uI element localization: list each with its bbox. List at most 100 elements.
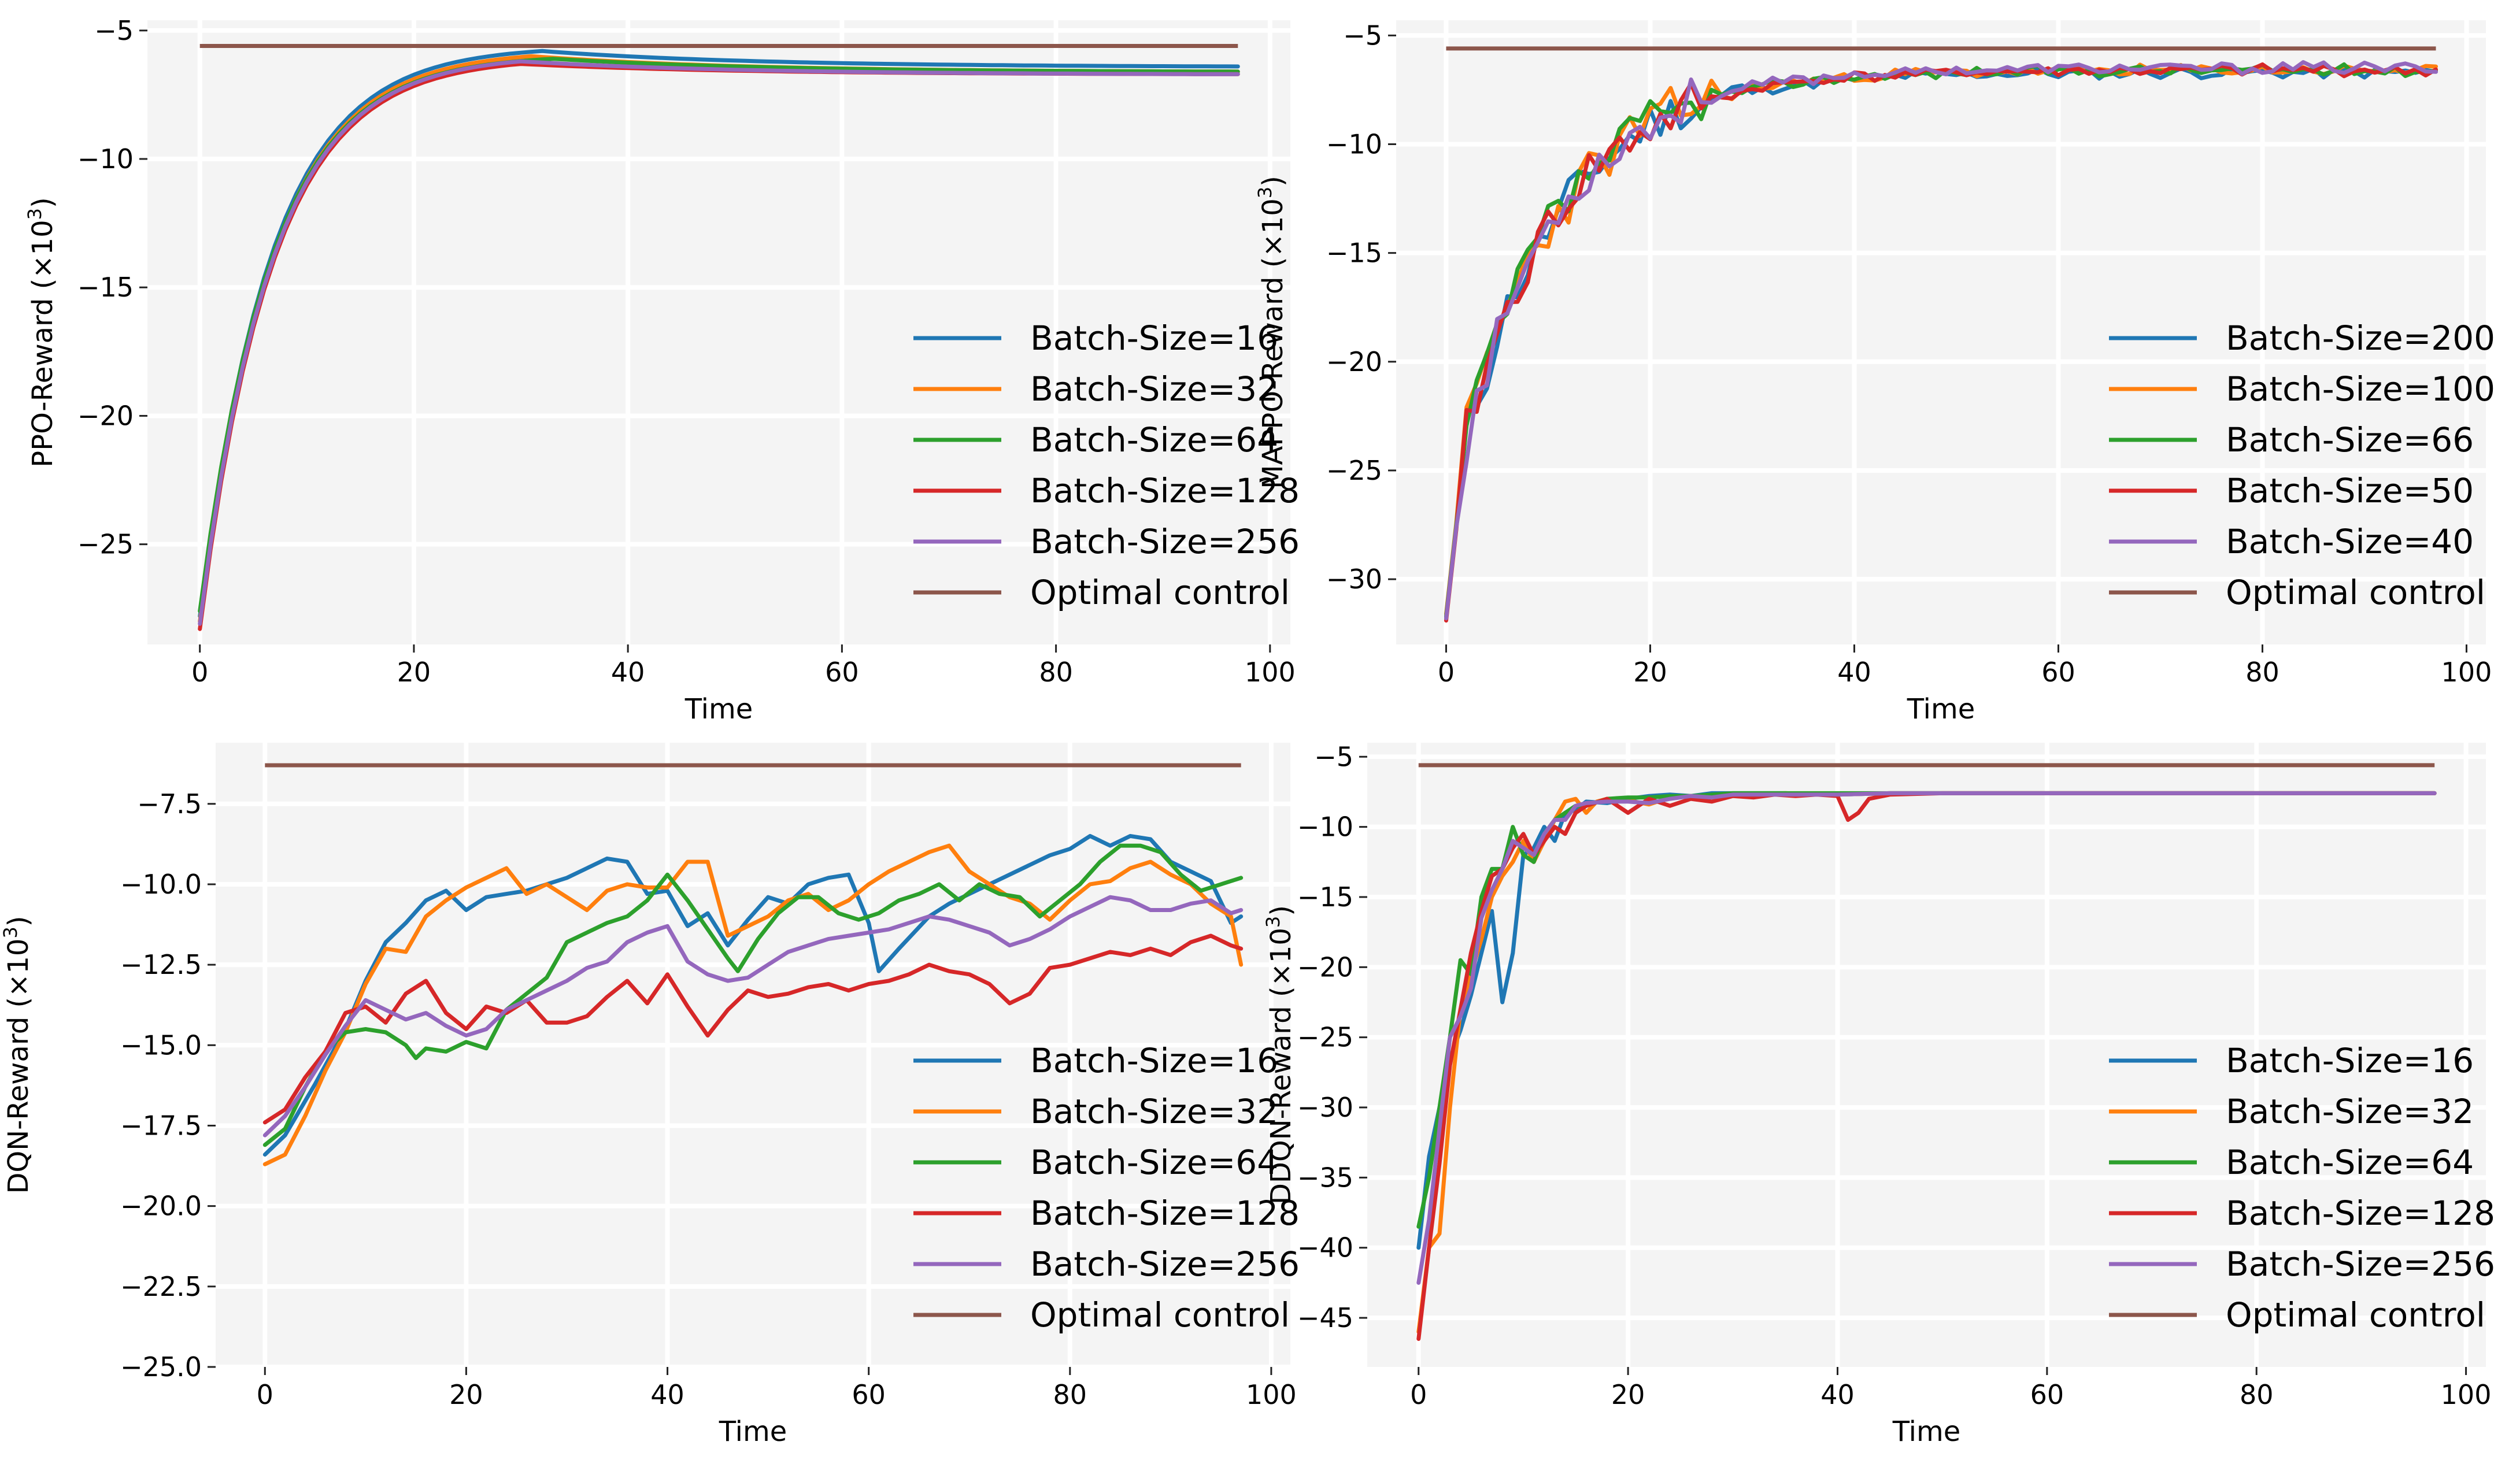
y-tick-label: −25 [1297,1022,1353,1053]
x-tick-label: 0 [1410,1379,1427,1410]
legend-label: Batch-Size=128 [2226,1194,2495,1233]
y-tick-label: −15.0 [120,1029,202,1061]
x-tick-label: 60 [2030,1379,2064,1410]
y-tick-label: −10.0 [120,869,202,900]
plot-area [1396,20,2486,644]
y-tick-label: −20 [1297,951,1353,983]
y-tick-label: −45 [1297,1302,1353,1333]
x-tick-label: 80 [1039,657,1073,688]
x-axis-label: Time [1892,1415,1960,1448]
series-line-batch-size-16 [262,833,1244,1157]
plot-area [1367,743,2486,1367]
y-tick-label: −7.5 [137,788,202,820]
y-tick-label: −25 [77,529,134,560]
legend-label: Optimal control [1030,1295,1290,1335]
y-tick-label: −5 [1314,741,1353,772]
y-axis-label: DQN-Reward (×103) [0,916,35,1194]
legend-label: Batch-Size=64 [1030,420,1278,460]
legend-label: Batch-Size=16 [1030,318,1278,358]
x-tick-label: 40 [611,657,645,688]
x-tick-label: 0 [1438,657,1455,688]
x-tick-label: 20 [449,1379,483,1410]
legend-label: Batch-Size=100 [2226,369,2495,409]
x-tick-label: 100 [2441,657,2492,688]
y-tick-label: −30 [1297,1092,1353,1123]
x-tick-label: 0 [257,1379,273,1410]
legend: Batch-Size=16 Batch-Size=32 Batch-Size=64 B… [2109,1041,2495,1335]
y-tick-label: −5 [1343,20,1382,51]
legend-label: Batch-Size=256 [1030,522,1300,561]
legend-label: Batch-Size=64 [2226,1143,2474,1182]
legend-label: Batch-Size=16 [2226,1041,2474,1080]
y-tick-label: −40 [1297,1232,1353,1263]
y-tick-label: −20.0 [120,1191,202,1222]
legend-label: Batch-Size=66 [2226,420,2474,460]
y-axis-label: PPO-Reward (×103) [24,197,59,467]
x-tick-label: 100 [2441,1379,2492,1410]
plot-area [147,20,1290,644]
chart-panel-3: 0 20 40 60 80 100 −25.0 −22.5 −20.0 −17.5 −15.0 −12… [0,743,1300,1448]
y-tick-label: −15 [1297,881,1353,913]
legend-label: Batch-Size=32 [2226,1092,2474,1131]
legend-label: Optimal control [1030,573,1290,612]
series-line-batch-size-256 [1416,791,2437,1285]
y-tick-label: −5 [94,15,134,46]
y-tick-label: −25 [1326,455,1382,486]
x-tick-label: 80 [2245,657,2280,688]
series-line-batch-size-16 [198,49,1240,618]
x-tick-label: 40 [1837,657,1871,688]
y-tick-label: −22.5 [120,1271,202,1302]
chart-panel-1: 0 20 40 60 80 100 −25 −20 −15 −10 −5 Time PPO-Reward… [24,15,1300,725]
x-tick-label: 60 [2041,657,2075,688]
series-line-batch-size-256 [198,59,1240,626]
x-tick-label: 20 [397,657,431,688]
y-tick-label: −15 [77,272,134,303]
y-tick-label: −17.5 [120,1110,202,1141]
x-tick-label: 100 [1245,657,1296,688]
x-axis-label: Time [719,1415,787,1448]
series-line-batch-size-40 [1444,60,2438,621]
x-tick-label: 60 [852,1379,886,1410]
legend-label: Batch-Size=128 [1030,1194,1300,1233]
legend: Batch-Size=16 Batch-Size=32 Batch-Size=64 B… [913,318,1300,612]
y-tick-label: −10 [1326,128,1382,160]
y-tick-label: −25.0 [120,1351,202,1383]
legend-label: Batch-Size=16 [1030,1041,1278,1080]
legend-label: Batch-Size=200 [2226,318,2495,358]
legend-label: Batch-Size=32 [1030,369,1278,409]
y-tick-label: −15 [1326,238,1382,269]
y-tick-label: −30 [1326,564,1382,595]
y-tick-label: −20 [1326,346,1382,377]
legend-label: Batch-Size=40 [2226,522,2474,561]
y-axis-label: MAPPO-Reward (×103) [1254,176,1289,489]
x-axis-label: Time [684,693,753,725]
x-tick-label: 80 [1053,1379,1087,1410]
series-line-batch-size-64 [262,843,1244,1147]
series-line-batch-size-128 [262,933,1244,1125]
y-axis-label: DDQN-Reward (×103) [1262,905,1297,1205]
legend-label: Batch-Size=32 [1030,1092,1278,1131]
series-line-batch-size-32 [262,843,1244,1166]
legend: Batch-Size=200 Batch-Size=100 Batch-Size=6… [2109,318,2495,612]
legend-label: Batch-Size=128 [1030,471,1300,510]
series-line-batch-size-256 [262,895,1244,1137]
legend-label: Batch-Size=64 [1030,1143,1278,1182]
legend-label: Optimal control [2226,1295,2485,1335]
x-tick-label: 40 [1820,1379,1855,1410]
chart-panel-4: 0 20 40 60 80 100 −45 −40 −35 −30 −25 −20 −15 −10 −5 Ti… [1262,741,2495,1448]
series-line-batch-size-128 [1416,791,2437,1341]
x-tick-label: 60 [825,657,859,688]
x-tick-label: 40 [650,1379,684,1410]
x-tick-label: 20 [1633,657,1667,688]
legend-label: Optimal control [2226,573,2485,612]
y-tick-label: −10 [77,143,134,175]
y-tick-label: −35 [1297,1162,1353,1193]
y-tick-label: −10 [1297,811,1353,843]
x-tick-label: 0 [191,657,208,688]
chart-panel-2: 0 20 40 60 80 100 −30 −25 −20 −15 −10 −5 Time MAPPO-R… [1254,20,2495,725]
x-tick-label: 20 [1611,1379,1645,1410]
legend: Batch-Size=16 Batch-Size=32 Batch-Size=64 B… [913,1041,1300,1335]
x-axis-label: Time [1907,693,1975,725]
y-tick-label: −12.5 [120,949,202,980]
